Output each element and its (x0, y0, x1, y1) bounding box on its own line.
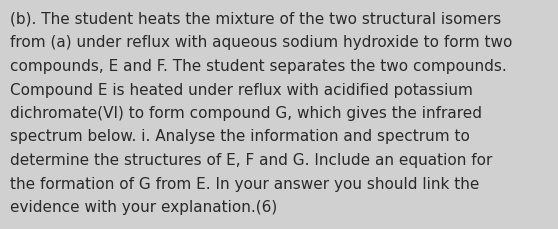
Text: (b). The student heats the mixture of the two structural isomers: (b). The student heats the mixture of th… (10, 12, 501, 27)
Text: dichromate(VI) to form compound G, which gives the infrared: dichromate(VI) to form compound G, which… (10, 106, 482, 120)
Text: compounds, E and F. The student separates the two compounds.: compounds, E and F. The student separate… (10, 59, 507, 74)
Text: spectrum below. i. Analyse the information and spectrum to: spectrum below. i. Analyse the informati… (10, 129, 470, 144)
Text: evidence with your explanation.(6): evidence with your explanation.(6) (10, 199, 277, 214)
Text: Compound E is heated under reflux with acidified potassium: Compound E is heated under reflux with a… (10, 82, 473, 97)
Text: determine the structures of E, F and G. Include an equation for: determine the structures of E, F and G. … (10, 152, 492, 167)
Text: from (a) under reflux with aqueous sodium hydroxide to form two: from (a) under reflux with aqueous sodiu… (10, 35, 512, 50)
Text: the formation of G from E. In your answer you should link the: the formation of G from E. In your answe… (10, 176, 479, 191)
